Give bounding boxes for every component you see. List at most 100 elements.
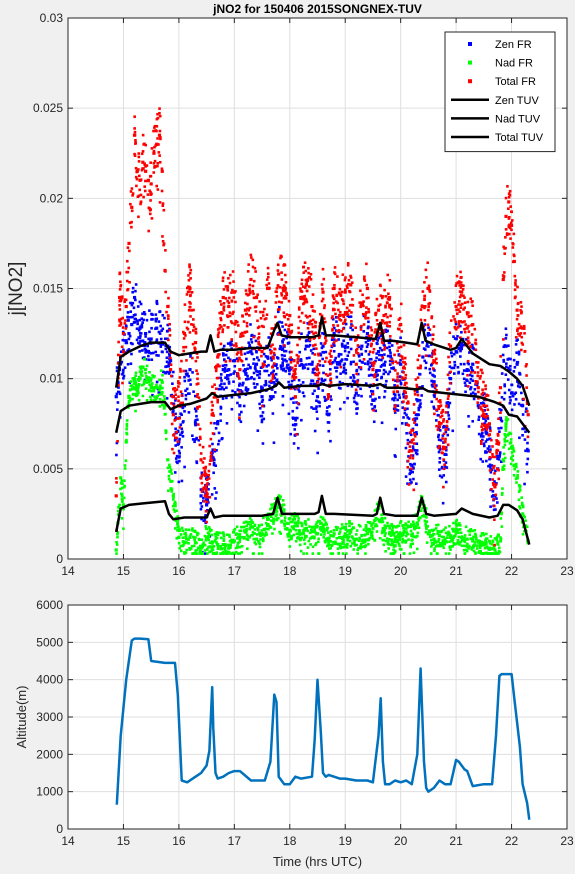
data-point (320, 377, 323, 381)
data-point (264, 355, 268, 358)
data-point (488, 542, 492, 545)
data-point (258, 343, 261, 346)
data-point (278, 530, 281, 534)
data-point (496, 432, 500, 436)
data-point (486, 552, 489, 555)
data-point (511, 459, 515, 462)
data-point (184, 397, 188, 401)
data-point (173, 386, 176, 390)
data-point (435, 424, 438, 428)
data-point (482, 380, 485, 384)
data-point (504, 344, 508, 348)
data-point (186, 290, 190, 294)
data-point (258, 402, 261, 406)
data-point (292, 401, 295, 404)
data-point (137, 215, 140, 219)
data-point (287, 380, 290, 384)
data-point (245, 324, 249, 328)
data-point (261, 314, 265, 317)
data-point (279, 532, 283, 535)
data-point (203, 474, 207, 478)
data-point (518, 488, 522, 492)
data-point (116, 361, 120, 365)
data-point (180, 394, 184, 397)
data-point (515, 481, 518, 484)
data-point (289, 520, 292, 524)
data-point (225, 552, 228, 555)
data-point (404, 534, 408, 538)
data-point (252, 377, 256, 381)
data-point (484, 538, 487, 542)
data-point (326, 413, 331, 417)
data-point (516, 314, 520, 317)
data-point (135, 394, 138, 398)
data-point (360, 324, 363, 328)
data-point (221, 279, 225, 283)
data-point (168, 345, 172, 349)
data-point (242, 363, 245, 367)
data-point (193, 407, 197, 411)
series-nad-fr (114, 357, 530, 555)
data-point (359, 347, 363, 351)
data-point (184, 535, 188, 539)
data-point (196, 533, 199, 537)
data-point (153, 124, 157, 128)
data-point (469, 386, 473, 389)
data-point (415, 449, 419, 452)
data-point (264, 527, 268, 530)
data-point (131, 392, 135, 396)
data-point (363, 279, 367, 282)
data-point (344, 368, 347, 372)
data-point (153, 166, 156, 169)
data-point (334, 312, 337, 316)
data-point (207, 469, 211, 473)
data-point (247, 293, 251, 296)
data-point (137, 379, 141, 382)
data-point (520, 391, 523, 395)
data-point (306, 334, 309, 337)
data-point (411, 470, 414, 474)
data-point (265, 533, 268, 536)
data-point (317, 387, 320, 390)
data-point (222, 309, 226, 312)
data-point (246, 367, 249, 371)
data-point (444, 480, 448, 484)
data-point (329, 378, 332, 382)
data-point (391, 397, 394, 401)
data-point (507, 207, 510, 211)
data-point (206, 537, 210, 541)
data-point (217, 331, 221, 334)
jno2-y-tick-label: 0.03 (40, 11, 64, 25)
data-point (232, 380, 235, 383)
data-point (268, 395, 272, 398)
data-point (116, 439, 119, 443)
data-point (262, 352, 266, 356)
data-point (184, 528, 188, 531)
data-point (337, 328, 341, 332)
data-point (195, 352, 199, 355)
data-point (119, 476, 123, 480)
data-point (222, 387, 226, 391)
data-point (482, 424, 486, 427)
data-point (411, 418, 415, 421)
data-point (189, 533, 193, 536)
data-point (473, 543, 476, 547)
data-point (138, 331, 142, 335)
data-point (338, 532, 341, 535)
data-point (280, 504, 284, 507)
data-point (485, 404, 489, 408)
data-point (262, 527, 266, 531)
data-point (461, 302, 464, 306)
data-point (412, 522, 416, 526)
data-point (520, 348, 523, 352)
data-point (203, 534, 207, 538)
data-point (124, 459, 128, 462)
data-point (411, 427, 415, 431)
data-point (221, 364, 225, 368)
data-point (372, 521, 375, 525)
data-point (507, 447, 511, 451)
data-point (477, 432, 481, 436)
data-point (393, 353, 396, 357)
data-point (156, 112, 159, 116)
data-point (281, 368, 285, 372)
